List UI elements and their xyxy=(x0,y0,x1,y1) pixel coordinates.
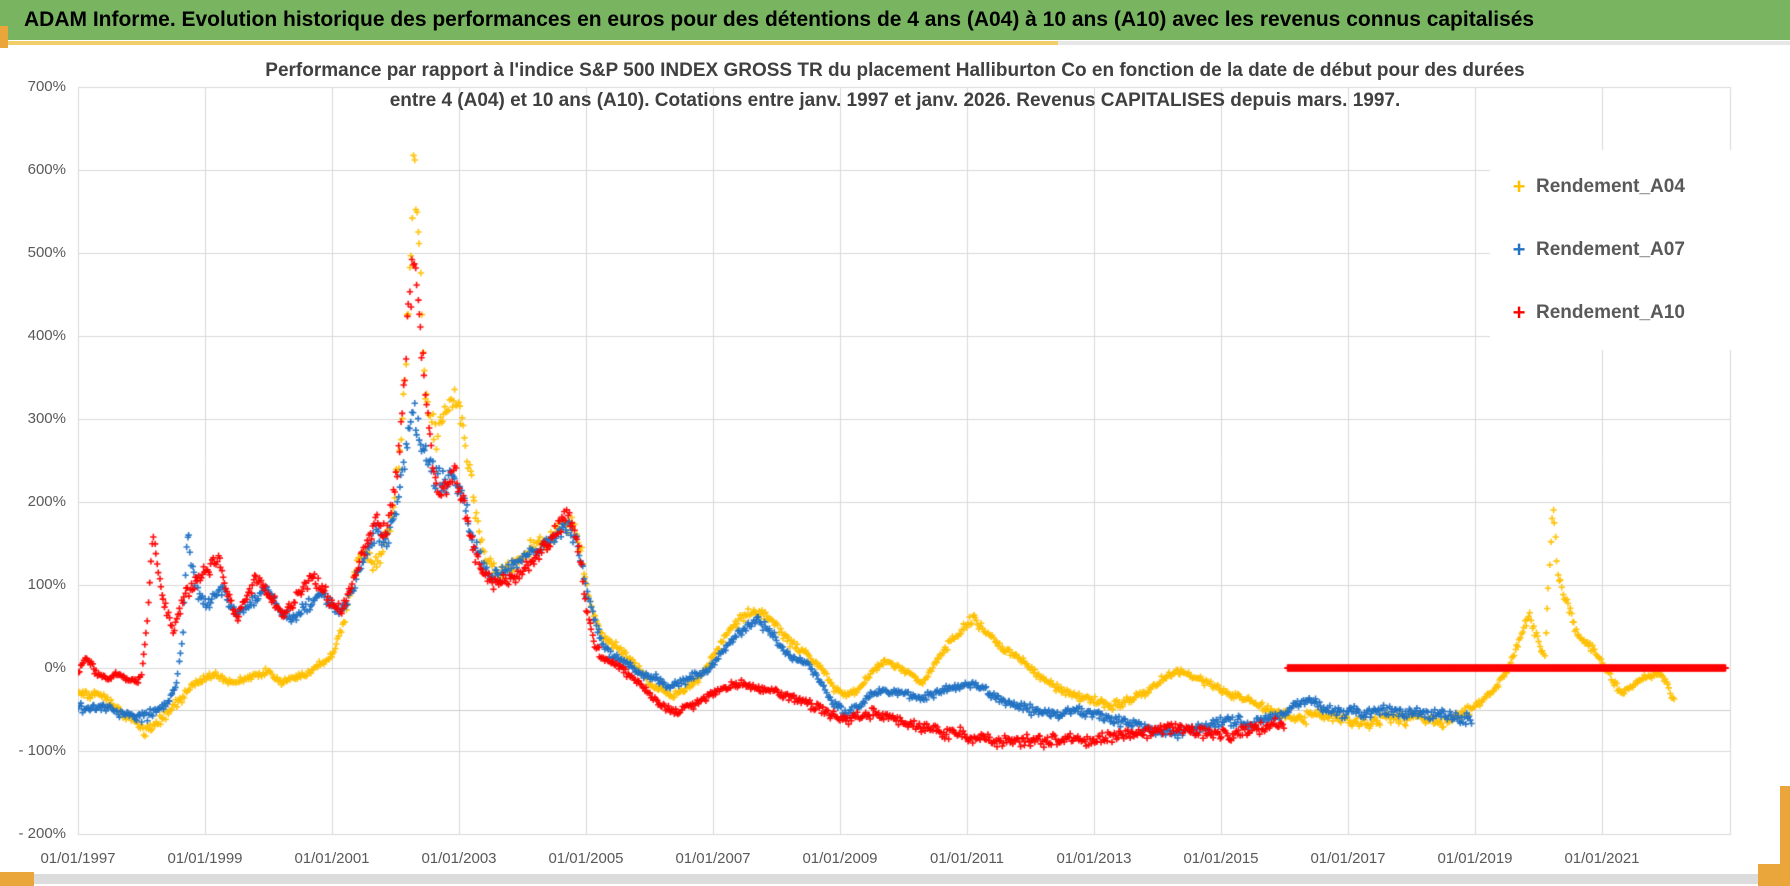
legend-label: Rendement_A04 xyxy=(1536,176,1685,198)
x-tick-label: 01/01/2003 xyxy=(421,850,497,867)
y-tick-label: 400% xyxy=(27,327,66,344)
bottom-gray-strip xyxy=(0,874,1790,884)
legend-item-rendement_a10: + Rendement_A10 xyxy=(1490,300,1778,326)
y-tick-label: 100% xyxy=(27,576,66,593)
x-tick-label: 01/01/1997 xyxy=(40,850,116,867)
y-tick-label: 500% xyxy=(27,244,66,261)
x-tick-label: 01/01/2005 xyxy=(548,850,624,867)
plus-marker-icon: + xyxy=(1512,299,1526,325)
x-tick-label: 01/01/1999 xyxy=(167,850,243,867)
chart-title-line1: Performance par rapport à l'indice S&P 5… xyxy=(265,60,1525,81)
x-tick-label: 01/01/2011 xyxy=(930,850,1004,867)
legend-item-rendement_a07: + Rendement_A07 xyxy=(1490,237,1778,263)
chart-title: Performance par rapport à l'indice S&P 5… xyxy=(45,56,1745,116)
y-tick-label: 700% xyxy=(27,78,66,95)
gold-corner-bottom-left xyxy=(0,872,34,886)
x-tick-label: 01/01/2017 xyxy=(1310,850,1386,867)
gold-right-edge-bar xyxy=(1780,786,1790,878)
y-tick-label: - 100% xyxy=(18,742,66,759)
y-tick-label: 200% xyxy=(27,493,66,510)
y-tick-label: 600% xyxy=(27,161,66,178)
x-tick-label: 01/01/2019 xyxy=(1437,850,1513,867)
x-tick-label: 01/01/2009 xyxy=(802,850,878,867)
y-tick-label: 300% xyxy=(27,410,66,427)
legend: + Rendement_A04 + Rendement_A07 + Rendement_A… xyxy=(1490,150,1778,350)
y-tick-label: 0% xyxy=(44,659,66,676)
legend-label: Rendement_A10 xyxy=(1536,301,1685,323)
x-tick-label: 01/01/2001 xyxy=(294,850,370,867)
legend-label: Rendement_A07 xyxy=(1536,238,1685,260)
chart-title-line2: entre 4 (A04) et 10 ans (A10). Cotations… xyxy=(389,90,1401,111)
x-tick-label: 01/01/2021 xyxy=(1564,850,1640,867)
plus-marker-icon: + xyxy=(1512,236,1526,262)
x-tick-label: 01/01/2007 xyxy=(675,850,751,867)
y-tick-label: - 200% xyxy=(18,825,66,842)
legend-item-rendement_a04: + Rendement_A04 xyxy=(1490,174,1778,200)
plus-marker-icon: + xyxy=(1512,174,1526,200)
x-tick-label: 01/01/2013 xyxy=(1056,850,1132,867)
x-tick-label: 01/01/2015 xyxy=(1183,850,1259,867)
